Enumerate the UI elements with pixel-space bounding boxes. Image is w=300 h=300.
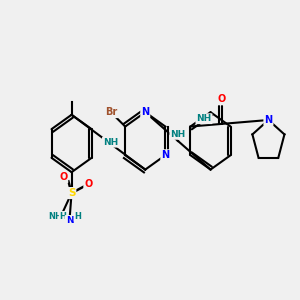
Text: S: S xyxy=(68,188,75,198)
Text: NH: NH xyxy=(196,114,212,123)
Text: O: O xyxy=(218,94,226,104)
Text: NH₂: NH₂ xyxy=(48,212,66,221)
Text: N: N xyxy=(264,115,272,125)
Text: N: N xyxy=(66,216,73,225)
Text: H: H xyxy=(74,212,81,221)
Text: NH: NH xyxy=(103,138,118,147)
Text: N: N xyxy=(141,107,149,117)
Text: NH: NH xyxy=(170,130,185,139)
Text: N: N xyxy=(161,150,169,160)
Text: O: O xyxy=(59,172,67,182)
Text: Br: Br xyxy=(105,107,118,117)
Text: H: H xyxy=(60,212,67,221)
Text: O: O xyxy=(84,179,92,189)
